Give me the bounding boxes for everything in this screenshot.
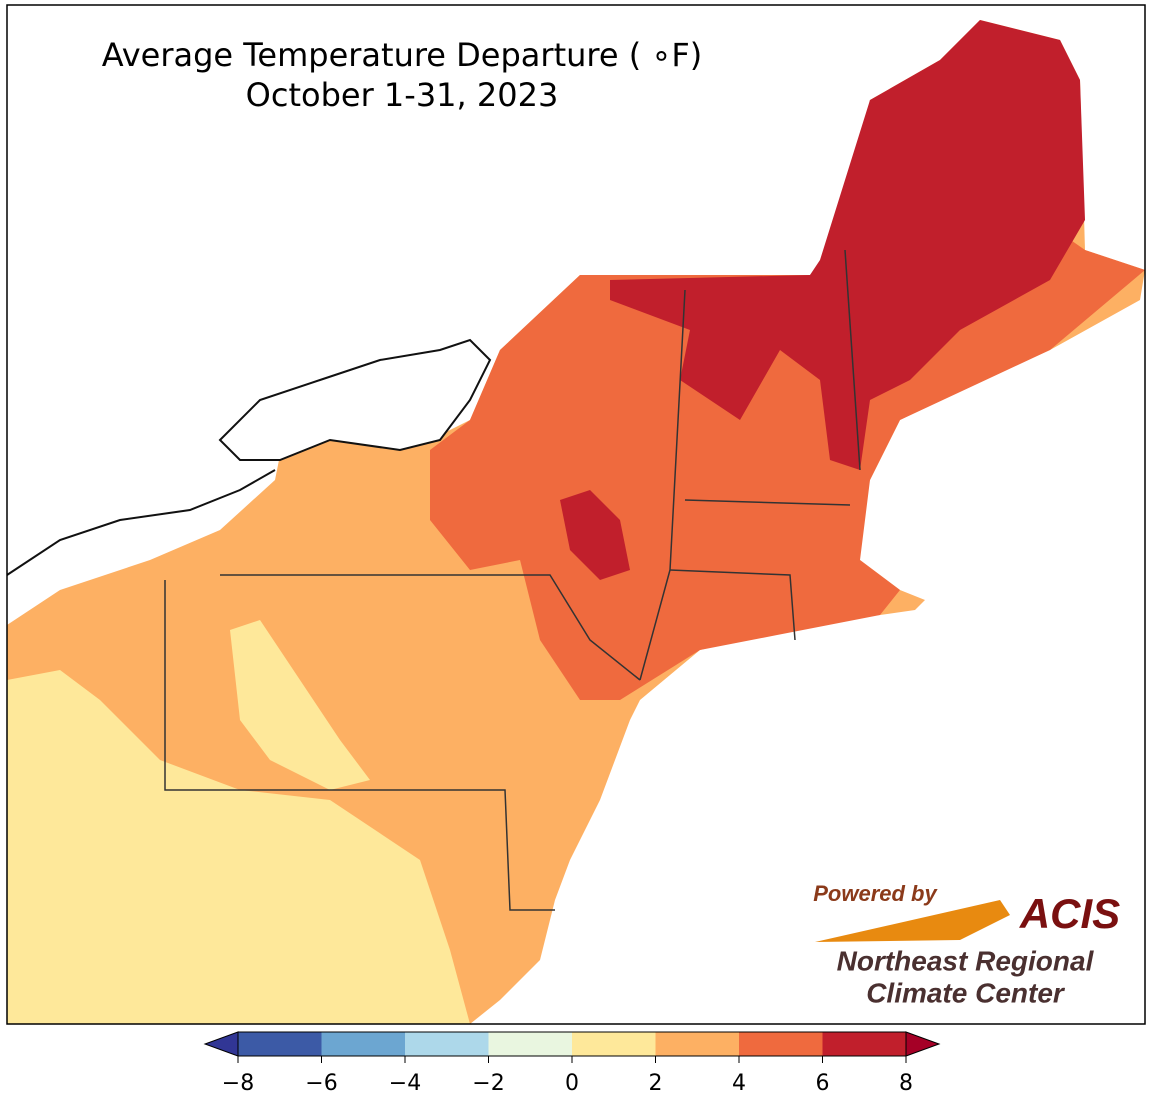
logo-org-1: Northeast Regional <box>837 945 1095 976</box>
colorbar-tick-label: −4 <box>389 1071 421 1096</box>
logo-name: ACIS <box>1019 890 1120 937</box>
colorbar-over <box>905 1031 941 1057</box>
colorbar-under <box>203 1031 239 1057</box>
colorbar-bin <box>405 1032 489 1056</box>
map-subtitle: October 1-31, 2023 <box>246 76 559 114</box>
colorbar-tick-label: −2 <box>472 1071 504 1096</box>
map-title: Average Temperature Departure ( ∘F) <box>102 36 703 74</box>
colorbar-tick-label: 4 <box>732 1071 746 1096</box>
logo: Powered by ACIS Northeast Regional Clima… <box>813 881 1120 1009</box>
logo-swoosh <box>815 900 1010 942</box>
colorbar: −8 −6 −4 −2 0 2 4 6 8 <box>203 1031 941 1096</box>
map-area <box>6 20 1145 1024</box>
logo-org-2: Climate Center <box>866 977 1066 1008</box>
colorbar-bin <box>488 1032 572 1056</box>
colorbar-bin <box>572 1032 656 1056</box>
colorbar-bin <box>739 1032 823 1056</box>
colorbar-bin <box>655 1032 739 1056</box>
lake-ontario <box>218 338 492 461</box>
lake-erie-shore <box>6 469 276 576</box>
logo-powered: Powered by <box>813 881 938 906</box>
colorbar-tick-label: 2 <box>649 1071 663 1096</box>
colorbar-bin <box>822 1032 906 1056</box>
zone-6-8-patch <box>560 490 630 580</box>
colorbar-bin <box>238 1032 322 1056</box>
colorbar-tick-label: 0 <box>565 1071 579 1096</box>
map-frame <box>6 4 1146 1025</box>
state-borders <box>164 249 861 911</box>
zone-6-8 <box>610 20 1085 470</box>
colorbar-tick-label: 6 <box>816 1071 830 1096</box>
colorbar-bin <box>321 1032 405 1056</box>
colorbar-tick-label: −8 <box>222 1071 254 1096</box>
zone-2-4-yellow <box>7 670 470 1024</box>
colorbar-tick-label: 8 <box>899 1071 913 1096</box>
colorbar-tick-label: −6 <box>305 1071 337 1096</box>
zone-0-2-patch <box>230 620 370 790</box>
